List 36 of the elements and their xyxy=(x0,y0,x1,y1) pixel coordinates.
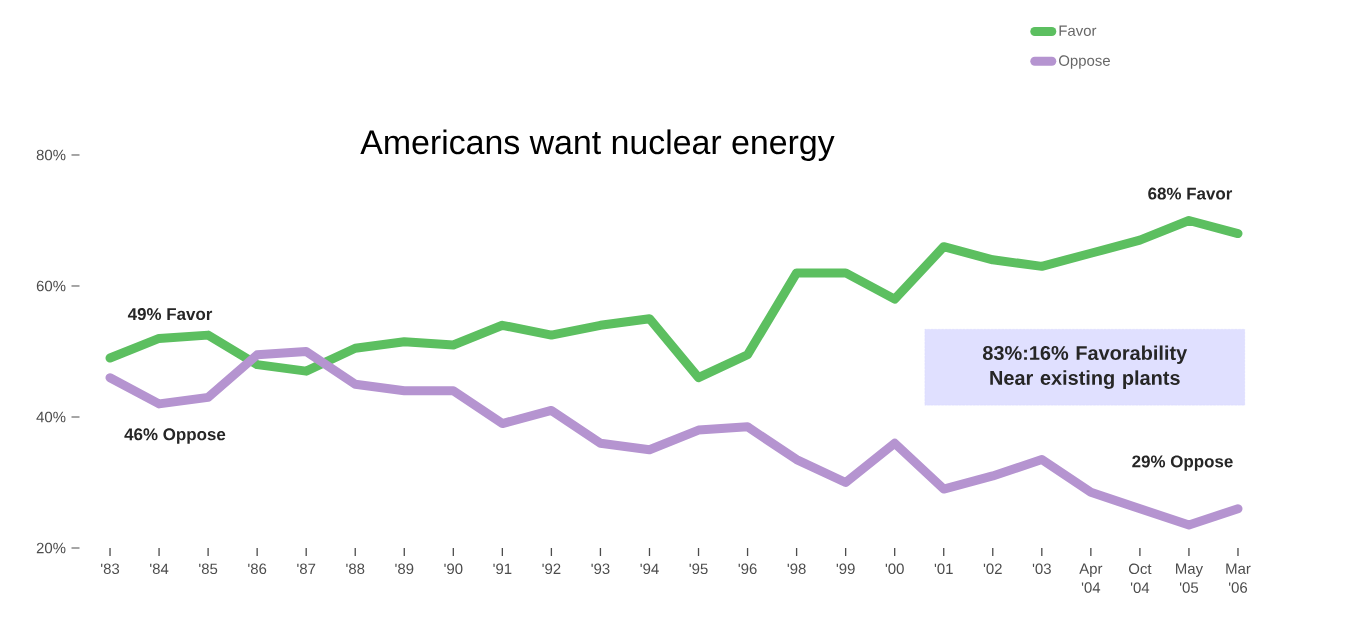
x-tick-label: May '05 xyxy=(1176,563,1204,593)
x-tick-label: '83 xyxy=(101,563,120,575)
x-tick-label: Mar '06 xyxy=(1226,563,1251,593)
y-tick-label: 20% xyxy=(36,542,66,554)
y-tick-label: 40% xyxy=(36,411,66,423)
legend-label: Oppose xyxy=(1058,55,1110,69)
x-tick-label: '91 xyxy=(493,563,512,575)
x-tick-label: '84 xyxy=(150,563,169,575)
annotation: 46% Oppose xyxy=(124,428,226,444)
x-tick-label: '95 xyxy=(689,563,708,575)
x-tick-label: '86 xyxy=(248,563,267,575)
x-tick-label: '02 xyxy=(983,563,1002,575)
x-tick-label: '85 xyxy=(199,563,218,575)
x-tick-label: Apr '04 xyxy=(1079,563,1103,593)
x-tick-label: '90 xyxy=(444,563,463,575)
annotation: 68% Favor xyxy=(1148,187,1233,200)
x-tick-label: '94 xyxy=(640,563,659,575)
x-tick-label: '01 xyxy=(934,563,953,575)
y-tick-label: 80% xyxy=(36,149,66,161)
annotation: 29% Oppose xyxy=(1132,455,1233,471)
x-tick-label: '98 xyxy=(787,563,806,575)
x-tick-label: '88 xyxy=(346,563,365,575)
x-tick-label: '03 xyxy=(1032,563,1051,575)
x-tick-label: '93 xyxy=(591,563,610,575)
legend-label: Favor xyxy=(1059,25,1097,36)
x-tick-label: '87 xyxy=(297,563,316,575)
annotation: 83%:16% Favorability Near existing plants xyxy=(982,345,1188,389)
x-tick-label: '96 xyxy=(738,563,757,575)
y-tick-label: 60% xyxy=(36,280,66,292)
x-tick-label: '92 xyxy=(542,563,561,575)
annotation: 49% Favor xyxy=(127,308,213,321)
x-tick-label: '89 xyxy=(395,563,414,575)
x-tick-label: '99 xyxy=(836,563,855,575)
x-tick-label: Oct '04 xyxy=(1128,563,1152,594)
x-tick-label: '00 xyxy=(885,563,904,575)
chart-title: Americans want nuclear energy xyxy=(360,129,835,161)
